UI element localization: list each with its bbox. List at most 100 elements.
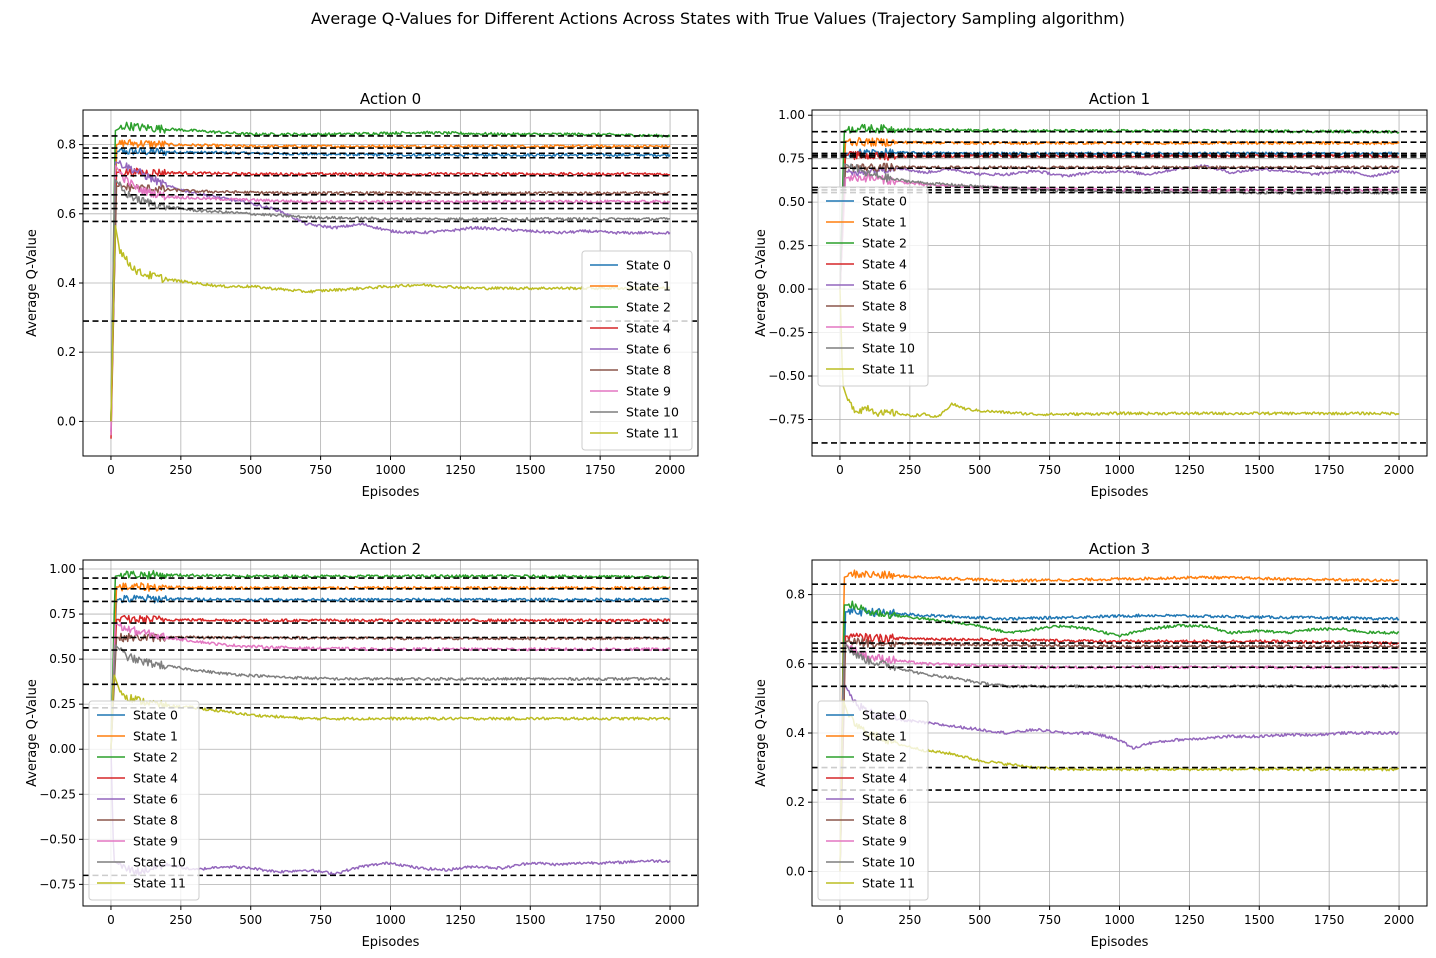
series-line-state-8 bbox=[839, 637, 1400, 872]
legend-entry: State 2 bbox=[133, 750, 178, 765]
series-group bbox=[110, 569, 671, 876]
series-line-state-8 bbox=[110, 632, 671, 750]
x-tick-label: 500 bbox=[968, 463, 991, 477]
y-tick-label: −0.75 bbox=[39, 877, 76, 891]
subplot-title: Action 1 bbox=[1089, 90, 1150, 108]
legend-entry: State 9 bbox=[133, 834, 178, 849]
y-tick-label: −0.25 bbox=[768, 326, 805, 340]
x-tick-label: 500 bbox=[968, 913, 991, 927]
y-tick-label: 0.0 bbox=[57, 414, 76, 428]
legend: State 0 State 1 State 2 State 4 State 6 State… bbox=[817, 700, 929, 901]
legend-entry: State 1 bbox=[626, 279, 671, 294]
x-tick-label: 750 bbox=[309, 463, 332, 477]
legend-entry: State 9 bbox=[862, 834, 907, 849]
series-line-state-4 bbox=[839, 632, 1400, 872]
y-tick-label: 0.8 bbox=[786, 588, 805, 602]
series-line-state-10 bbox=[110, 644, 671, 750]
series-line-state-2 bbox=[110, 569, 671, 750]
legend-entry: State 0 bbox=[862, 708, 907, 723]
series-line-state-2 bbox=[839, 600, 1400, 872]
legend-entry: State 10 bbox=[862, 341, 915, 356]
y-tick-label: 0.00 bbox=[778, 282, 805, 296]
y-tick-label: 0.4 bbox=[57, 276, 76, 290]
legend-box bbox=[88, 700, 200, 901]
legend-entry: State 2 bbox=[862, 236, 907, 251]
x-tick-label: 1750 bbox=[1314, 913, 1345, 927]
true-value-lines bbox=[83, 135, 698, 322]
y-axis-label: Average Q-Value bbox=[754, 229, 769, 337]
x-tick-label: 750 bbox=[1038, 913, 1061, 927]
series-line-state-6 bbox=[110, 749, 671, 876]
subplot-action-3: 0 250 500 750 1000 1250 1500 1750 2000 0.0 0.2 0.4 0… bbox=[754, 540, 1428, 950]
series-line-state-11 bbox=[839, 289, 1400, 418]
legend-box bbox=[817, 700, 929, 901]
y-tick-label: 0.2 bbox=[57, 345, 76, 359]
series-line-state-6 bbox=[839, 681, 1400, 872]
y-tick-label: −0.50 bbox=[39, 832, 76, 846]
series-line-state-1 bbox=[110, 582, 671, 750]
series-line-state-2 bbox=[110, 121, 671, 422]
legend-entry: State 9 bbox=[862, 320, 907, 335]
x-tick-label: 1250 bbox=[1174, 463, 1205, 477]
ticks: 0 250 500 750 1000 1250 1500 1750 2000 −0.75 −0.50… bbox=[768, 108, 1414, 477]
x-tick-label: 2000 bbox=[655, 913, 686, 927]
legend-entry: State 8 bbox=[626, 363, 671, 378]
legend-entry: State 2 bbox=[862, 750, 907, 765]
legend-entry: State 4 bbox=[862, 257, 907, 272]
x-tick-label: 1500 bbox=[515, 913, 546, 927]
x-tick-label: 1000 bbox=[1104, 463, 1135, 477]
legend: State 0 State 1 State 2 State 4 State 6 State… bbox=[88, 700, 200, 901]
x-tick-label: 250 bbox=[898, 913, 921, 927]
figure-title: Average Q-Values for Different Actions A… bbox=[311, 9, 1125, 28]
legend-entry: State 11 bbox=[862, 362, 915, 377]
x-tick-label: 500 bbox=[239, 913, 262, 927]
y-tick-label: 0.6 bbox=[57, 207, 76, 221]
legend-entry: State 4 bbox=[626, 321, 671, 336]
legend-entry: State 1 bbox=[862, 215, 907, 230]
x-tick-label: 750 bbox=[1038, 463, 1061, 477]
x-tick-label: 1750 bbox=[585, 463, 616, 477]
x-tick-label: 2000 bbox=[1384, 463, 1415, 477]
x-tick-label: 1750 bbox=[1314, 463, 1345, 477]
subplot-grid: 0 250 500 750 1000 1250 1500 1750 2000 0.0 0.2 0.4 0… bbox=[25, 90, 1428, 950]
ticks: 0 250 500 750 1000 1250 1500 1750 2000 0.0 0.2 0.4 0… bbox=[786, 588, 1414, 927]
y-tick-label: 1.00 bbox=[778, 108, 805, 122]
legend-entry: State 6 bbox=[862, 792, 907, 807]
legend-entry: State 0 bbox=[133, 708, 178, 723]
legend: State 0 State 1 State 2 State 4 State 6 State… bbox=[581, 250, 693, 451]
series-line-state-4 bbox=[110, 167, 671, 439]
x-tick-label: 750 bbox=[309, 913, 332, 927]
x-axis-label: Episodes bbox=[362, 935, 420, 950]
true-value-lines bbox=[812, 583, 1427, 791]
series-line-state-1 bbox=[839, 569, 1400, 872]
y-tick-label: 0.50 bbox=[49, 652, 76, 666]
x-tick-label: 0 bbox=[836, 463, 844, 477]
legend-entry: State 6 bbox=[862, 278, 907, 293]
legend-entry: State 2 bbox=[626, 300, 671, 315]
x-tick-label: 250 bbox=[898, 463, 921, 477]
y-axis-label: Average Q-Value bbox=[25, 679, 40, 787]
y-tick-label: 0.8 bbox=[57, 138, 76, 152]
legend-box bbox=[817, 186, 929, 387]
y-tick-label: 0.25 bbox=[778, 239, 805, 253]
subplot-title: Action 3 bbox=[1089, 540, 1150, 558]
legend-entry: State 1 bbox=[862, 729, 907, 744]
y-tick-label: 0.75 bbox=[49, 607, 76, 621]
x-tick-label: 1250 bbox=[445, 463, 476, 477]
x-tick-label: 1750 bbox=[585, 913, 616, 927]
legend-entry: State 8 bbox=[862, 299, 907, 314]
x-axis-label: Episodes bbox=[1091, 935, 1149, 950]
x-tick-label: 1250 bbox=[1174, 913, 1205, 927]
subplot-action-0: 0 250 500 750 1000 1250 1500 1750 2000 0.0 0.2 0.4 0… bbox=[25, 90, 699, 500]
x-tick-label: 2000 bbox=[1384, 913, 1415, 927]
y-tick-label: 0.2 bbox=[786, 795, 805, 809]
series-line-state-8 bbox=[110, 182, 670, 422]
series-line-state-10 bbox=[839, 163, 1400, 290]
legend-entry: State 10 bbox=[862, 855, 915, 870]
x-tick-label: 1000 bbox=[375, 463, 406, 477]
x-tick-label: 0 bbox=[107, 913, 115, 927]
legend-entry: State 10 bbox=[626, 405, 679, 420]
x-tick-label: 250 bbox=[169, 463, 192, 477]
subplot-title: Action 2 bbox=[360, 540, 421, 558]
